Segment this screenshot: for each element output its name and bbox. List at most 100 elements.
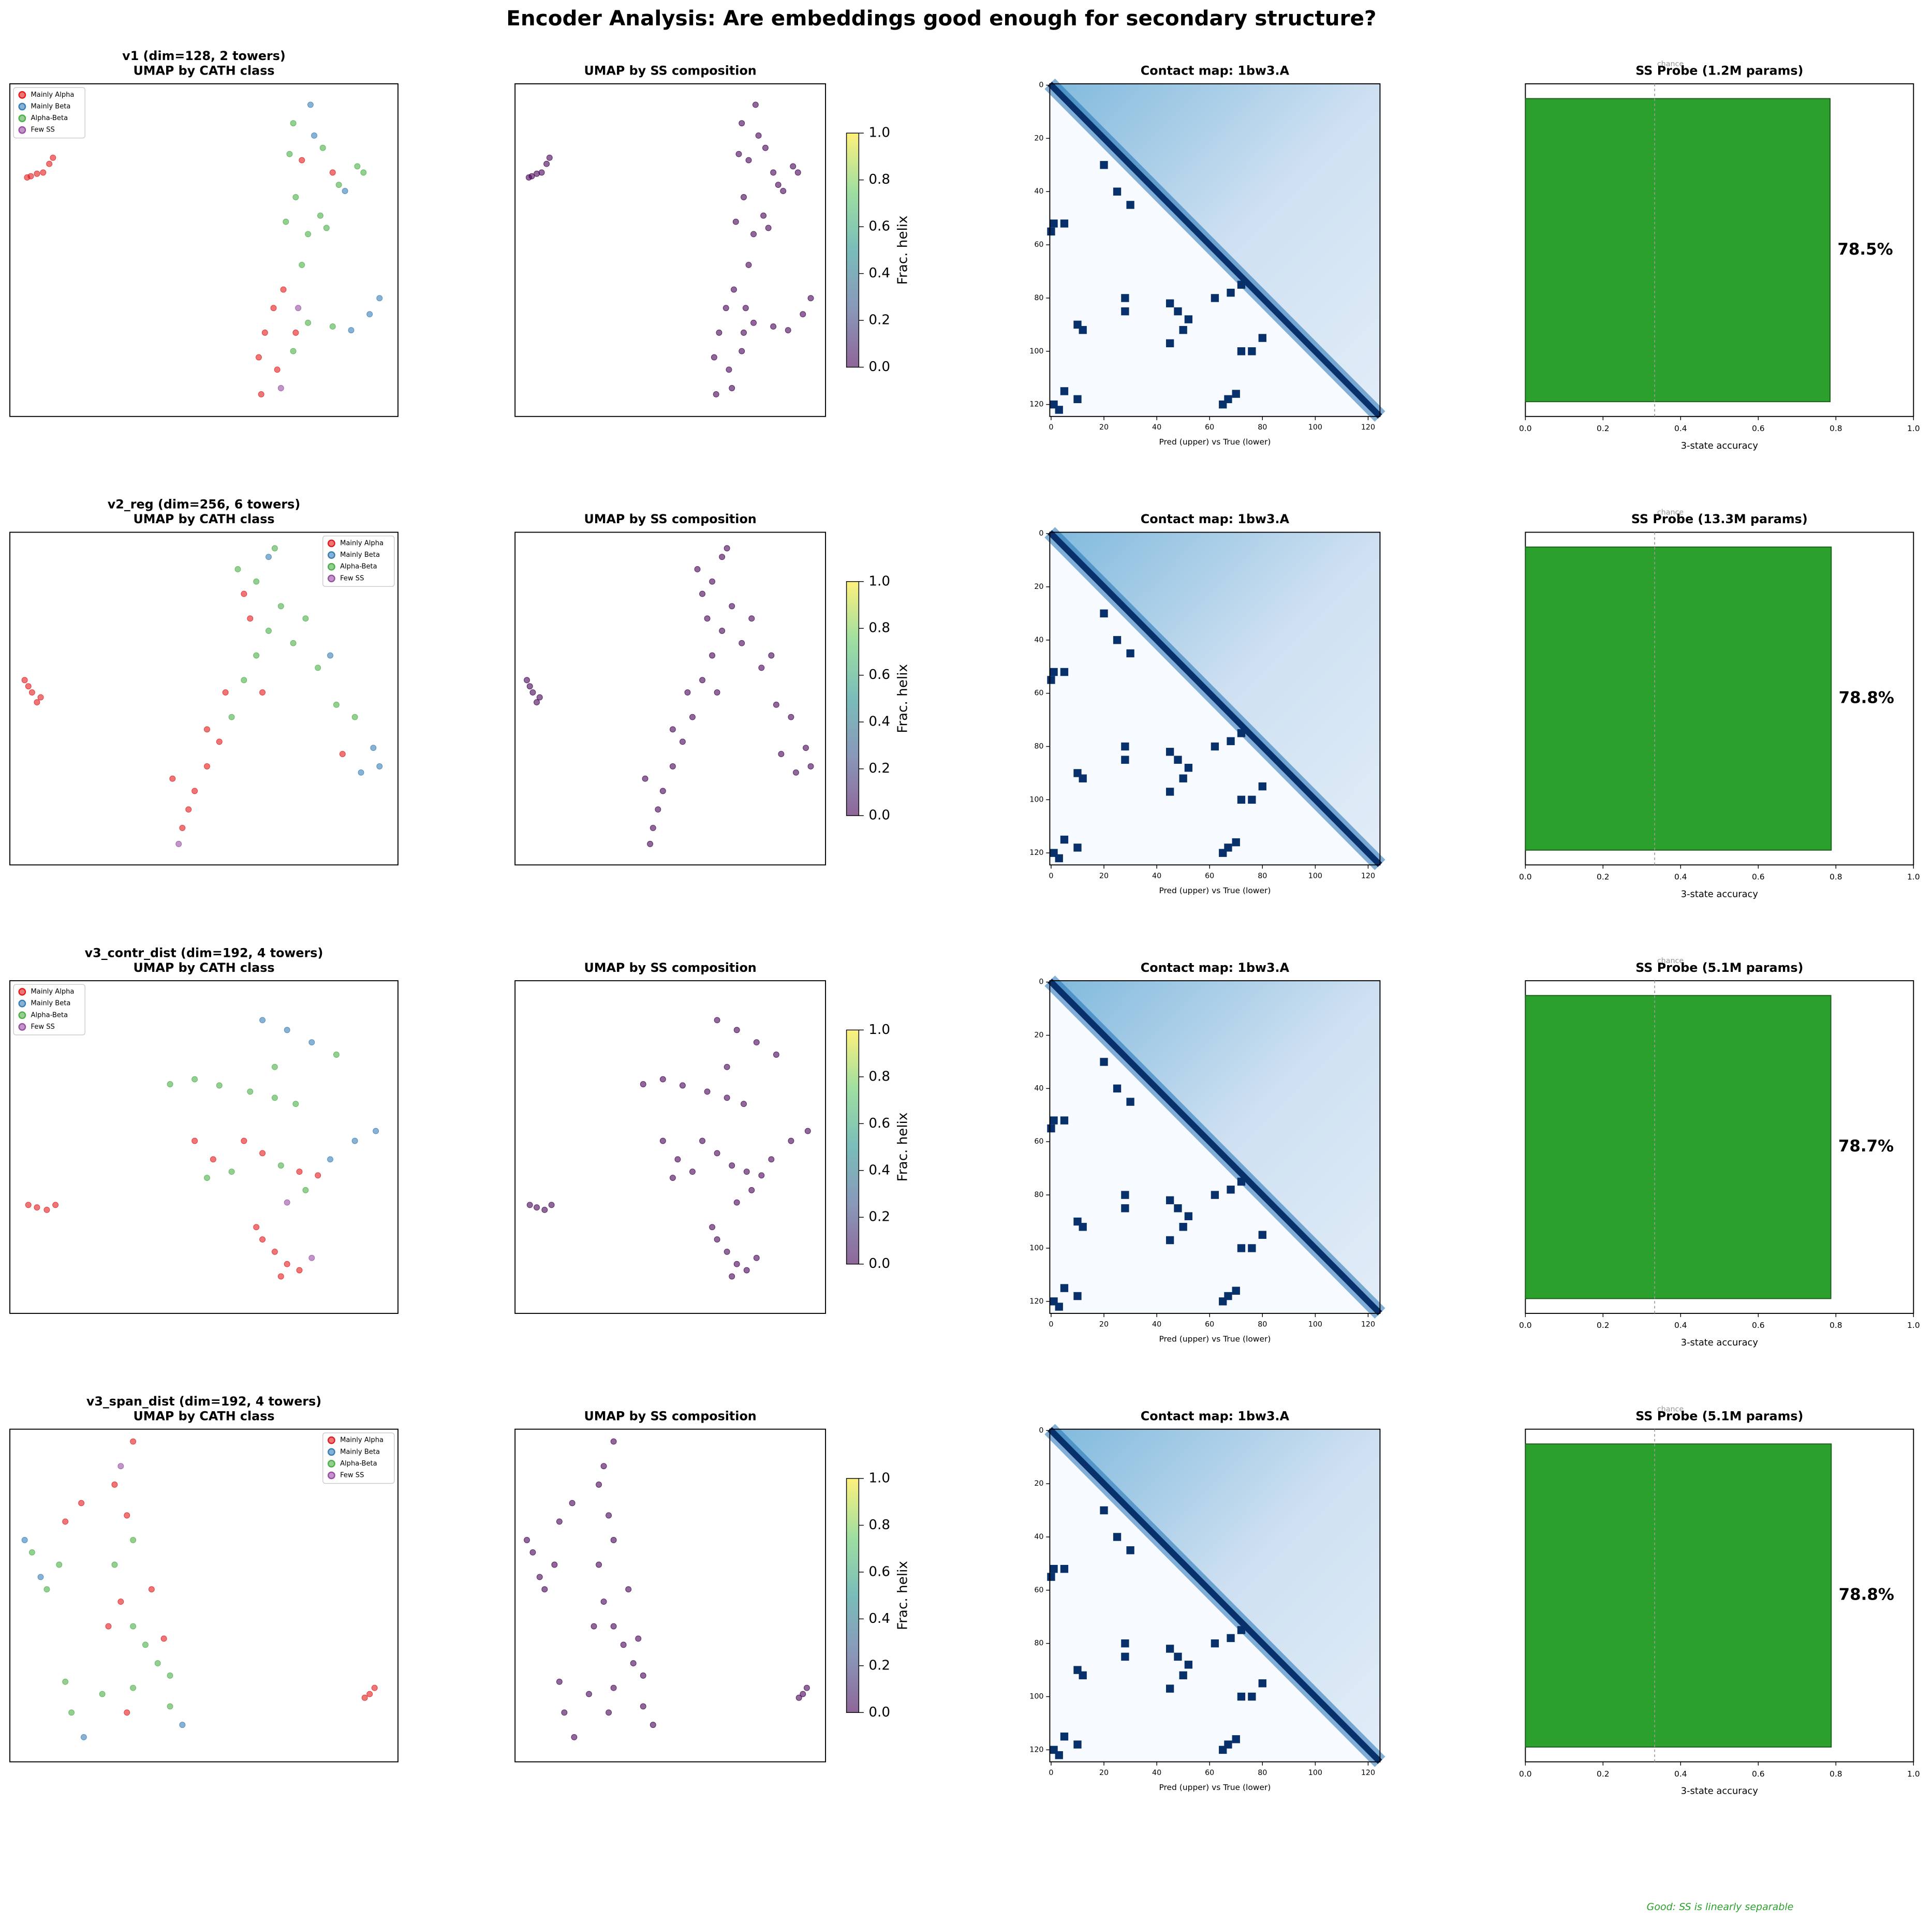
colorbar-tick-label: 0.0	[868, 1256, 890, 1271]
colorbar-tick-label: 0.4	[868, 265, 890, 281]
x-tick-label: 60	[1205, 1320, 1214, 1328]
point	[758, 1172, 765, 1179]
point	[536, 1574, 543, 1580]
bar	[1525, 995, 1832, 1299]
point	[733, 1261, 740, 1267]
true-contact	[1055, 1303, 1063, 1311]
point	[773, 701, 779, 708]
true-contact	[1050, 1564, 1058, 1573]
point	[179, 824, 186, 831]
legend-marker	[18, 126, 26, 134]
legend-marker	[328, 1460, 335, 1468]
point	[169, 775, 176, 782]
point	[292, 1101, 299, 1107]
true-contact	[1179, 326, 1187, 334]
point	[699, 1137, 705, 1144]
point	[290, 120, 297, 127]
point	[305, 319, 312, 326]
point	[28, 689, 35, 696]
point	[714, 1236, 720, 1243]
true-contact	[1219, 1297, 1227, 1306]
point	[271, 1248, 278, 1255]
point	[800, 311, 806, 318]
point	[167, 1672, 173, 1679]
point	[807, 295, 814, 302]
point	[803, 745, 809, 751]
panel-title: UMAP by CATH class	[133, 960, 274, 975]
true-contact	[1232, 1286, 1240, 1295]
point	[124, 1709, 130, 1716]
point	[716, 329, 722, 336]
y-tick-label: 100	[1029, 795, 1043, 804]
point	[40, 169, 47, 176]
point	[610, 1438, 617, 1445]
colorbar-tick-label: 0.8	[868, 1517, 890, 1533]
colorbar-tick-label: 0.6	[868, 1116, 890, 1131]
point	[216, 1082, 223, 1089]
point	[785, 327, 791, 334]
true-contact	[1227, 737, 1235, 745]
point	[259, 1236, 266, 1243]
x-tick-label: 120	[1361, 423, 1375, 432]
point	[733, 1199, 740, 1206]
point	[99, 1691, 106, 1697]
point	[526, 1202, 533, 1208]
panel-title: Contact map: 1bw3.A	[1141, 1409, 1290, 1423]
point	[191, 1137, 198, 1144]
point	[524, 677, 530, 684]
true-contact	[1227, 1634, 1235, 1643]
axes-frame	[514, 531, 827, 866]
legend-label: Few SS	[340, 574, 364, 582]
point	[247, 1088, 254, 1095]
point	[299, 261, 305, 268]
point	[327, 1156, 333, 1163]
point	[277, 603, 284, 610]
y-tick-label: 0	[1039, 81, 1043, 90]
point	[361, 1694, 368, 1701]
axes-frame	[1049, 980, 1381, 1314]
point	[286, 151, 293, 157]
true-contact	[1100, 161, 1108, 169]
true-contact	[1126, 649, 1134, 658]
x-tick-label: 40	[1152, 423, 1161, 432]
x-tick-label: 0.4	[1674, 1769, 1687, 1779]
point	[360, 169, 367, 176]
y-tick-label: 120	[1029, 1297, 1043, 1306]
colorbar-tick-label: 0.6	[868, 1564, 890, 1579]
point	[329, 169, 336, 176]
legend-marker	[328, 1448, 335, 1456]
legend-marker	[328, 539, 335, 548]
true-contact	[1047, 1573, 1055, 1581]
point	[266, 554, 272, 560]
point	[788, 1137, 794, 1144]
point	[731, 286, 737, 293]
x-tick-label: 0.2	[1597, 1769, 1610, 1779]
true-contact	[1060, 219, 1069, 228]
colorbar-tick-label: 0.2	[868, 313, 890, 328]
y-tick-label: 80	[1034, 1191, 1043, 1199]
y-tick-label: 60	[1034, 1586, 1043, 1594]
colorbar-label: Frac. helix	[895, 1113, 911, 1182]
x-tick-label: 0.0	[1519, 1769, 1532, 1779]
point	[319, 144, 326, 151]
point	[780, 188, 787, 195]
point	[142, 1641, 149, 1648]
true-contact	[1211, 1639, 1219, 1648]
point	[610, 1684, 617, 1691]
point	[739, 120, 745, 127]
point	[689, 1168, 696, 1175]
true-contact	[1073, 844, 1082, 852]
point	[534, 699, 540, 706]
x-axis-label: Pred (upper) vs True (lower)	[1159, 1783, 1271, 1792]
point	[800, 1691, 806, 1697]
colorbar	[846, 1029, 860, 1265]
true-contact	[1227, 288, 1235, 297]
point	[669, 1175, 676, 1181]
legend-box	[322, 1432, 395, 1484]
point	[317, 212, 323, 219]
point	[724, 1063, 730, 1070]
point	[28, 1549, 35, 1556]
point	[525, 174, 532, 181]
panel-title: SS Probe (5.1M params)	[1635, 960, 1803, 975]
true-contact	[1166, 1684, 1174, 1693]
